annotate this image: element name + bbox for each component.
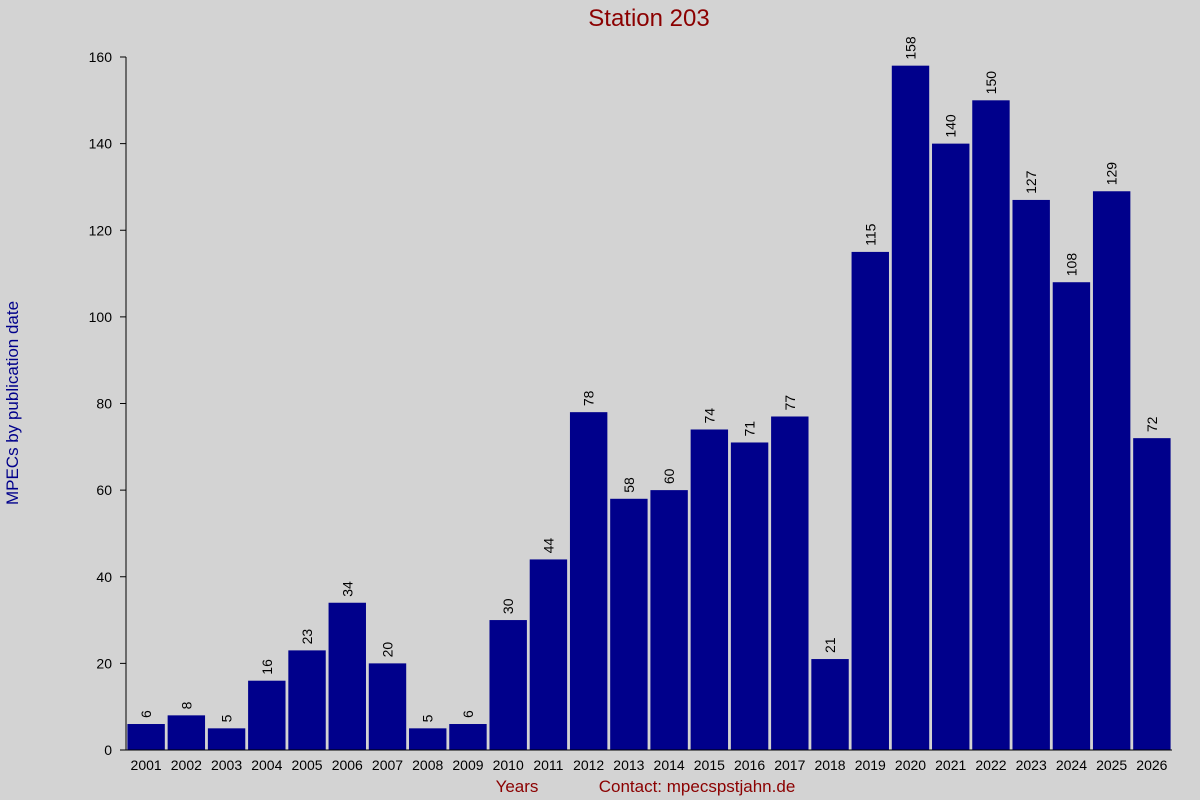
data-label: 71 (742, 421, 758, 437)
data-label: 127 (1023, 170, 1039, 194)
y-axis-label: MPECs by publication date (3, 301, 22, 505)
data-label: 34 (339, 581, 355, 597)
bar (851, 251, 889, 750)
y-tick-label: 60 (96, 482, 112, 498)
bar (328, 602, 366, 750)
bar (891, 65, 930, 751)
bar (248, 680, 286, 750)
data-label: 44 (540, 538, 556, 554)
bar (1133, 438, 1171, 750)
data-label: 78 (581, 390, 597, 406)
y-tick-label: 80 (96, 396, 112, 412)
x-axis-label: Years (496, 777, 539, 796)
data-label: 140 (943, 114, 959, 138)
bar (610, 498, 648, 750)
data-label: 129 (1104, 162, 1120, 186)
bar (288, 650, 326, 750)
x-tick-label: 2020 (895, 757, 926, 773)
bar (489, 620, 527, 750)
x-tick-label: 2010 (493, 757, 524, 773)
x-tick-label: 2019 (855, 757, 886, 773)
data-label: 23 (299, 629, 315, 645)
data-label: 5 (420, 714, 436, 722)
bar (368, 663, 407, 750)
bar (1012, 199, 1050, 750)
data-label: 58 (621, 477, 637, 493)
bar (771, 416, 809, 750)
data-label: 8 (178, 701, 194, 709)
x-tick-label: 2014 (654, 757, 685, 773)
x-tick-label: 2025 (1096, 757, 1127, 773)
x-tick-label: 2009 (452, 757, 483, 773)
x-tick-label: 2008 (412, 757, 443, 773)
chart-title: Station 203 (588, 5, 709, 32)
x-tick-label: 2013 (613, 757, 644, 773)
bar (811, 659, 849, 750)
x-tick-label: 2003 (211, 757, 242, 773)
bar (529, 559, 568, 750)
y-tick-label: 100 (89, 309, 113, 325)
x-tick-label: 2017 (774, 757, 805, 773)
y-tick-label: 160 (89, 49, 113, 65)
data-label: 77 (782, 395, 798, 411)
bar (972, 100, 1010, 750)
data-label: 158 (903, 36, 919, 60)
bar (932, 143, 970, 750)
x-tick-label: 2005 (291, 757, 322, 773)
bar (569, 412, 608, 750)
x-tick-label: 2011 (533, 757, 563, 773)
x-tick-label: 2004 (251, 757, 282, 773)
bar (449, 724, 487, 750)
x-tick-label: 2018 (814, 757, 845, 773)
bar (127, 724, 165, 750)
data-label: 6 (138, 710, 154, 718)
y-tick-label: 140 (89, 136, 113, 152)
x-tick-label: 2026 (1136, 757, 1167, 773)
data-label: 72 (1144, 416, 1160, 432)
x-tick-label: 2022 (975, 757, 1006, 773)
data-label: 115 (862, 223, 878, 246)
x-tick-label: 2024 (1056, 757, 1087, 773)
data-label: 60 (661, 468, 677, 484)
x-tick-label: 2001 (131, 757, 162, 773)
x-tick-label: 2002 (171, 757, 202, 773)
data-label: 150 (983, 71, 999, 95)
x-tick-label: 2016 (734, 757, 765, 773)
bar (650, 490, 688, 750)
bar (409, 728, 447, 750)
x-tick-label: 2007 (372, 757, 403, 773)
x-tick-label: 2006 (332, 757, 363, 773)
data-label: 20 (380, 642, 396, 658)
data-label: 108 (1063, 253, 1079, 277)
contact-note: Contact: mpecspstjahn.de (599, 777, 796, 796)
y-tick-label: 120 (89, 222, 113, 238)
bar (1052, 282, 1091, 750)
data-label: 74 (701, 408, 717, 424)
bar (167, 715, 206, 750)
data-label: 21 (822, 637, 838, 653)
bar (207, 728, 246, 750)
bar (730, 442, 769, 750)
x-tick-label: 2012 (573, 757, 604, 773)
x-tick-label: 2021 (935, 757, 966, 773)
data-label: 6 (460, 710, 476, 718)
y-tick-label: 40 (96, 569, 112, 585)
data-label: 16 (259, 659, 275, 675)
y-tick-label: 20 (96, 655, 112, 671)
data-label: 30 (500, 598, 516, 614)
bar (690, 429, 729, 750)
y-tick-label: 0 (104, 742, 112, 758)
x-tick-label: 2015 (694, 757, 725, 773)
data-label: 5 (219, 714, 235, 722)
x-tick-label: 2023 (1016, 757, 1047, 773)
bar (1092, 191, 1131, 751)
